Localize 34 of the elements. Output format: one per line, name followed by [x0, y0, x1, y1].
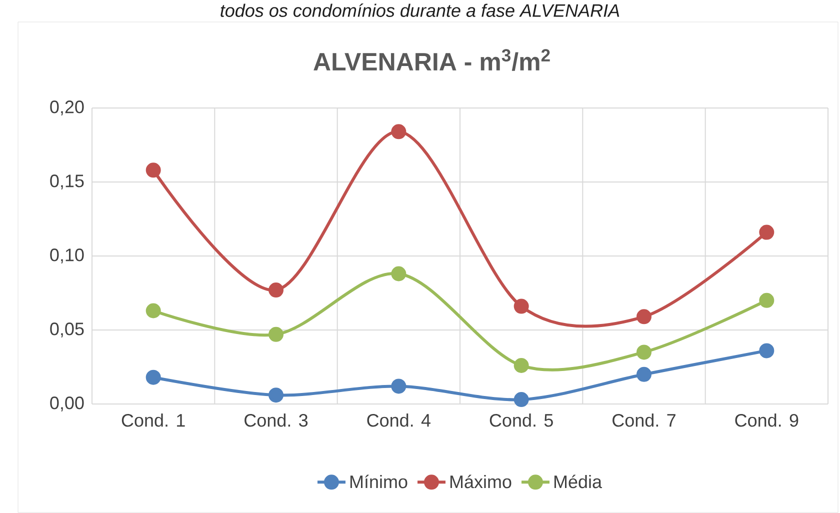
x-tick-label: Cond. 7 — [612, 414, 676, 427]
y-tick-label: 0,00 — [50, 396, 84, 412]
x-tick-label: Cond. 9 — [735, 414, 798, 427]
y-tick-label: 0,05 — [50, 322, 84, 338]
point — [514, 358, 529, 374]
legend-label: Máximo — [450, 474, 512, 488]
point — [391, 378, 406, 394]
point — [759, 343, 774, 358]
text: todos os condomínios durante a fase ALVENARIA — [220, 4, 620, 17]
point — [759, 224, 774, 240]
x-tick-label: Cond. 5 — [490, 414, 553, 427]
legend-label: Média — [554, 474, 602, 488]
x-tick-label: Cond. 4 — [367, 414, 430, 427]
x-tick-label: Cond. 1 — [122, 414, 185, 427]
legend-label: Mínimo — [350, 474, 408, 488]
y-tick-label: 0,20 — [50, 100, 84, 116]
point — [268, 388, 284, 403]
point — [636, 344, 652, 360]
point — [146, 303, 161, 318]
point — [636, 366, 652, 382]
y-tick-label: 0,10 — [50, 248, 84, 264]
point — [146, 370, 161, 385]
point — [514, 298, 529, 314]
point — [146, 162, 161, 178]
chart-title: ALVENARIA - m$^{3}$/m$^{2}$ — [314, 49, 550, 71]
point — [514, 392, 529, 408]
y-tick-label: 0,15 — [50, 174, 84, 190]
point — [391, 266, 406, 282]
point — [391, 124, 406, 140]
point — [268, 282, 284, 298]
x-tick-label: Cond. 3 — [244, 414, 308, 427]
point — [268, 326, 284, 342]
point — [759, 292, 774, 308]
point — [636, 309, 652, 324]
